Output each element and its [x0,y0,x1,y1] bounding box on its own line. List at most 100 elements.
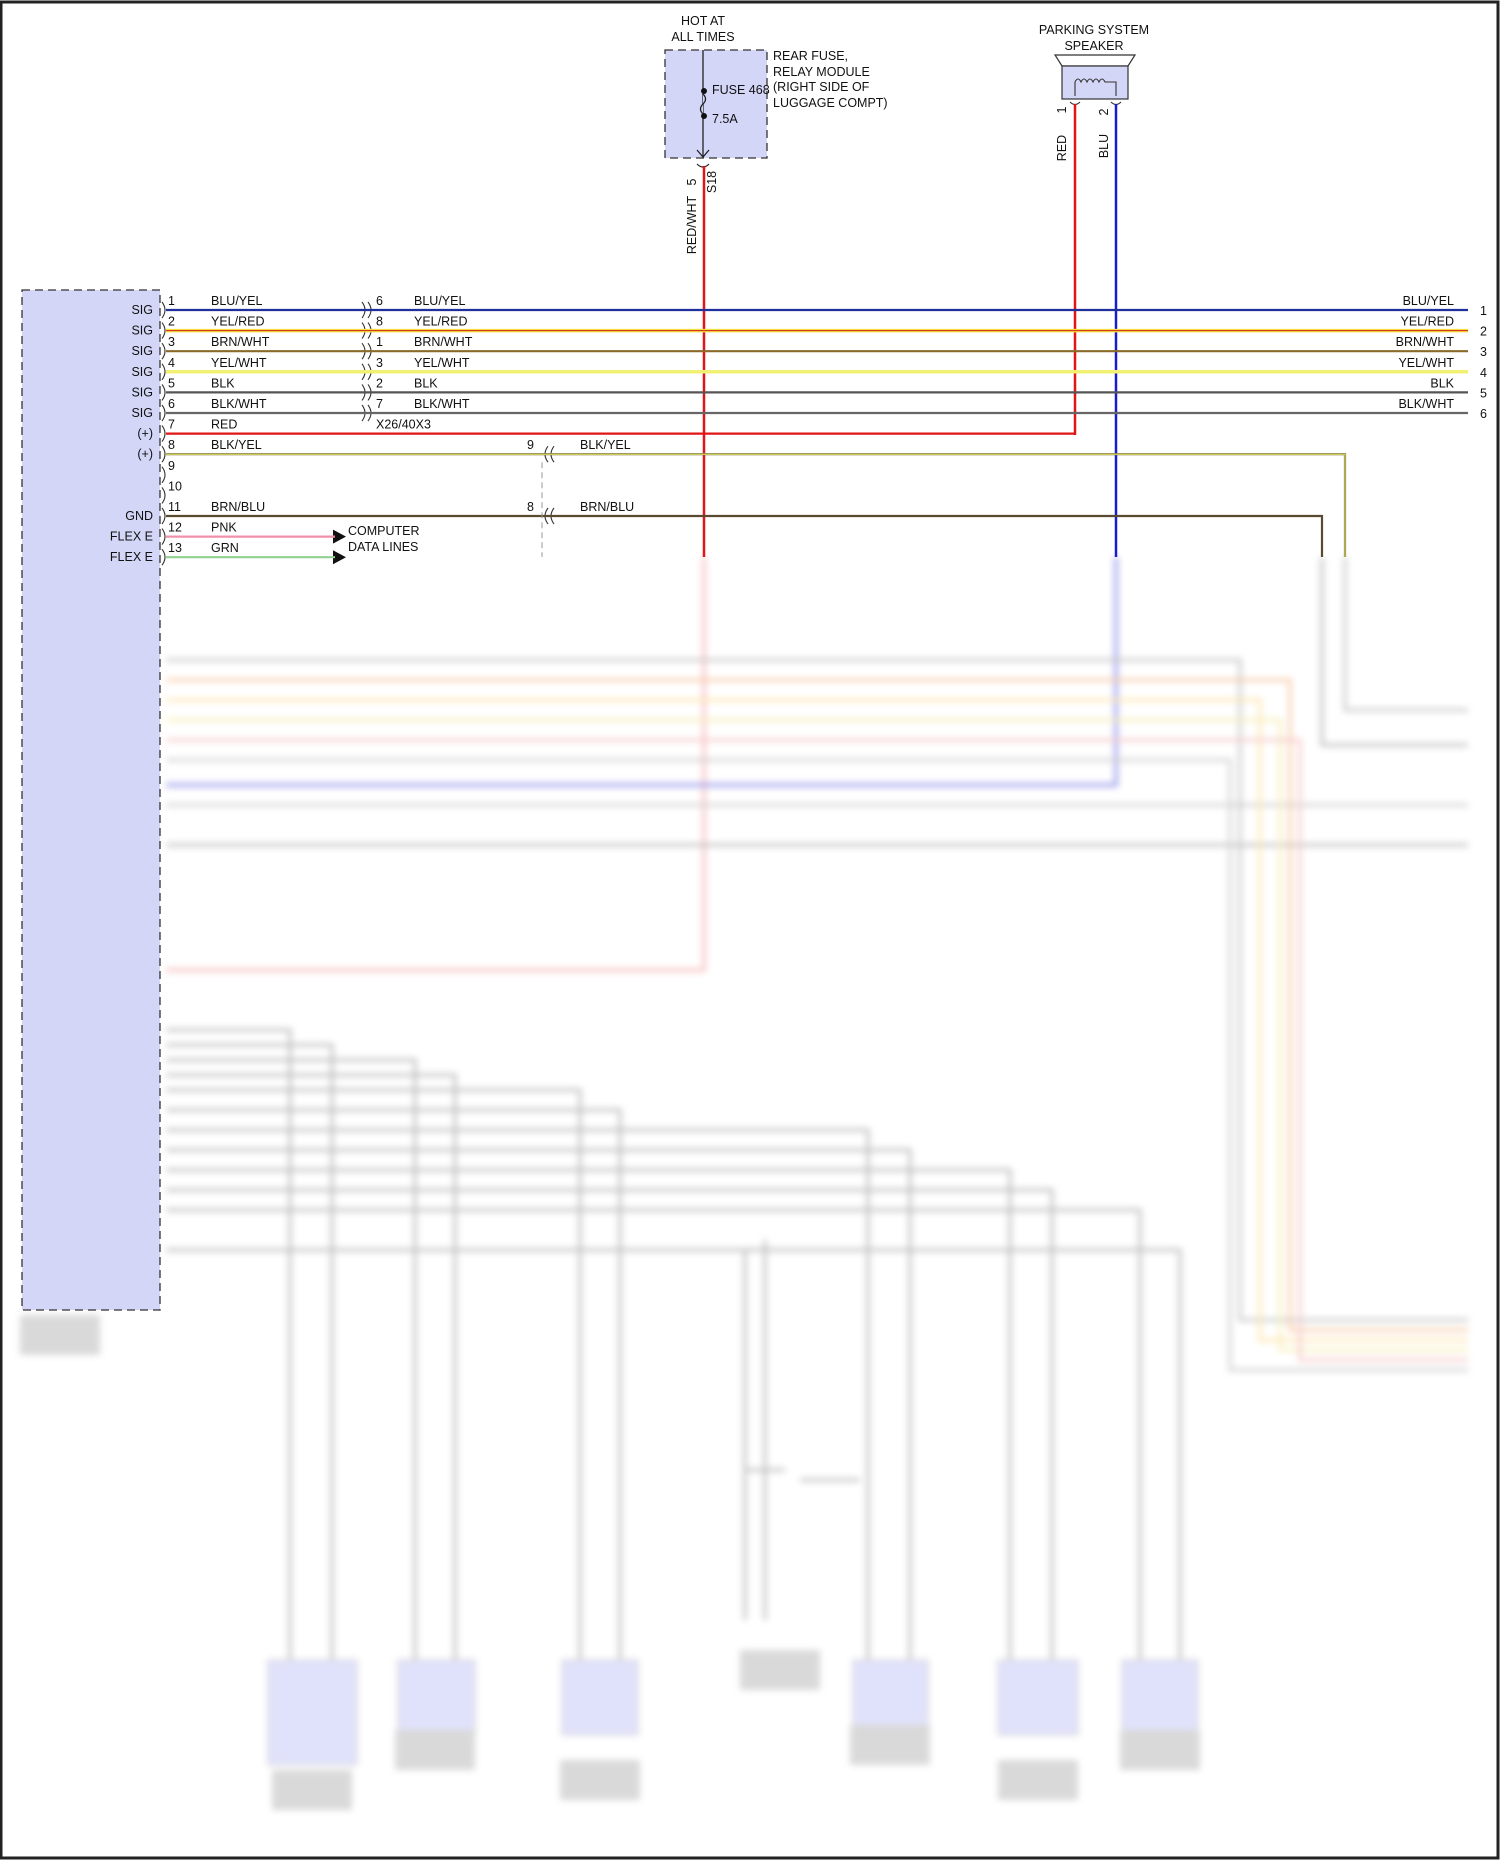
pin-icon [161,363,166,381]
signal-label: SIG [131,303,153,317]
blurred-label [560,1760,640,1800]
pin-number: 10 [168,479,182,493]
signal-label: GND [125,509,153,523]
pin-icon [161,466,166,484]
pin-number: 9 [168,459,175,473]
pin-number: 1 [168,294,175,308]
inline-pin: 9 [527,438,534,452]
inline-wire-label: YEL/WHT [414,356,470,370]
blurred-lower-section [20,557,1468,1810]
blurred-wire [166,1073,457,1660]
blurred-wire [166,698,1468,1342]
blurred-wire [166,557,706,972]
wire-color-label: BLU/YEL [211,294,262,308]
inline-wire-label: BLK/WHT [414,397,470,411]
pin-number: 8 [168,438,175,452]
connector-row: FLEX E 13 GRN [110,541,346,566]
wire-color-label: YEL/RED [211,315,265,329]
blurred-wire [166,718,1468,1352]
blurred-wire [743,1240,860,1620]
module-label-3: (RIGHT SIDE OF [773,80,870,94]
right-pin: 4 [1480,366,1487,380]
connector-row: GND 11 BRN/BLU 8 BRN/BLU [125,500,1324,557]
pin-number: 7 [168,418,175,432]
fuse-rating: 7.5A [712,112,738,126]
blurred-wire [166,1188,1054,1660]
blurred-component [561,1659,639,1736]
fuse-icon [699,93,707,115]
pin-icon [161,528,166,545]
wire [166,514,1324,557]
inline-pin: 8 [527,500,534,514]
parking-system-speaker: PARKING SYSTEM SPEAKER 1 2 RED BLU [1039,23,1149,557]
inline-pin: 3 [376,356,383,370]
parking-control-module [21,289,161,1311]
right-pin: 5 [1480,386,1487,400]
pin-number: 11 [168,500,181,514]
blurred-wire [166,1058,417,1660]
pin-number: 12 [168,521,182,535]
blurred-wire [166,1028,292,1660]
module-label-4: LUGGAGE COMPT) [773,96,888,110]
blurred-wire [166,658,1468,1322]
blurred-label [272,1770,352,1810]
blurred-wire [166,678,1468,1332]
blurred-wire [166,1108,622,1660]
blurred-label [20,1315,100,1355]
signal-label: SIG [131,324,153,338]
hot-at-label-1: HOT AT [681,14,725,28]
speaker-title-2: SPEAKER [1064,39,1123,53]
connector-row: 10 [161,479,182,504]
inline-wire-label: BRN/BLU [580,500,634,514]
blurred-component [397,1659,476,1736]
module-connector-rows: SIG 1 BLU/YEL 6 BLU/YEL BLU/YEL 1 SIG 2 YEL/RED 8 Y… [110,294,1487,566]
pin-icon [161,404,166,422]
connector-row: (+) 7 RED [137,418,1075,442]
fuse-wire-color: RED/WHT [685,195,699,254]
fuse-relay-module: HOT AT ALL TIMES FUSE 468 7.5A REAR FUSE… [664,14,888,557]
splice-label: S18 [705,171,719,193]
blurred-component [1121,1659,1199,1736]
signal-label: SIG [131,385,153,399]
right-pin: 6 [1480,407,1487,421]
speaker-icon [1053,54,1137,67]
blurred-wire [166,1043,334,1660]
module-label-1: REAR FUSE, [773,49,848,63]
connector-row: SIG 2 YEL/RED 8 YEL/RED YEL/RED 2 [131,315,1487,339]
coil-icon [1074,78,1117,96]
blurred-component [997,1659,1079,1736]
blurred-wire [166,1148,912,1660]
speaker-pin-2: 2 [1097,108,1111,115]
pin-number: 2 [168,315,175,329]
blurred-label [1120,1730,1200,1770]
wire-color-label: BRN/WHT [211,335,270,349]
right-wire-label: BLK [1430,376,1454,390]
inline-pin: 2 [376,376,383,390]
inline-wire-label: BLK [414,376,438,390]
pin-icon [161,342,166,360]
connector-row: SIG 3 BRN/WHT 1 BRN/WHT BRN/WHT 3 [131,335,1487,360]
connector-row: (+) 8 BLK/YEL 9 BLK/YEL [137,438,1347,557]
inline-wire-label: BRN/WHT [414,335,473,349]
blurred-component [852,1659,929,1736]
inline-pin: 8 [376,315,383,329]
blurred-wire [166,1168,1012,1660]
data-lines-label-2: DATA LINES [348,540,418,554]
signal-label: (+) [137,427,153,441]
pin-icon [161,548,166,566]
hot-at-label-2: ALL TIMES [671,30,734,44]
blurred-wire [166,1208,1142,1660]
wire-color-label: BRN/BLU [211,500,265,514]
blurred-component [267,1659,358,1766]
right-pin: 3 [1480,345,1487,359]
right-pin: 1 [1480,304,1487,318]
right-wire-label: BRN/WHT [1396,335,1455,349]
wire-color-label: GRN [211,541,239,555]
blurred-wire [1343,557,1468,712]
speaker-box [1061,65,1129,100]
wire-color-label: BLK/YEL [211,438,262,452]
blurred-label [740,1650,820,1690]
inline-wire-label: BLK/YEL [580,438,631,452]
